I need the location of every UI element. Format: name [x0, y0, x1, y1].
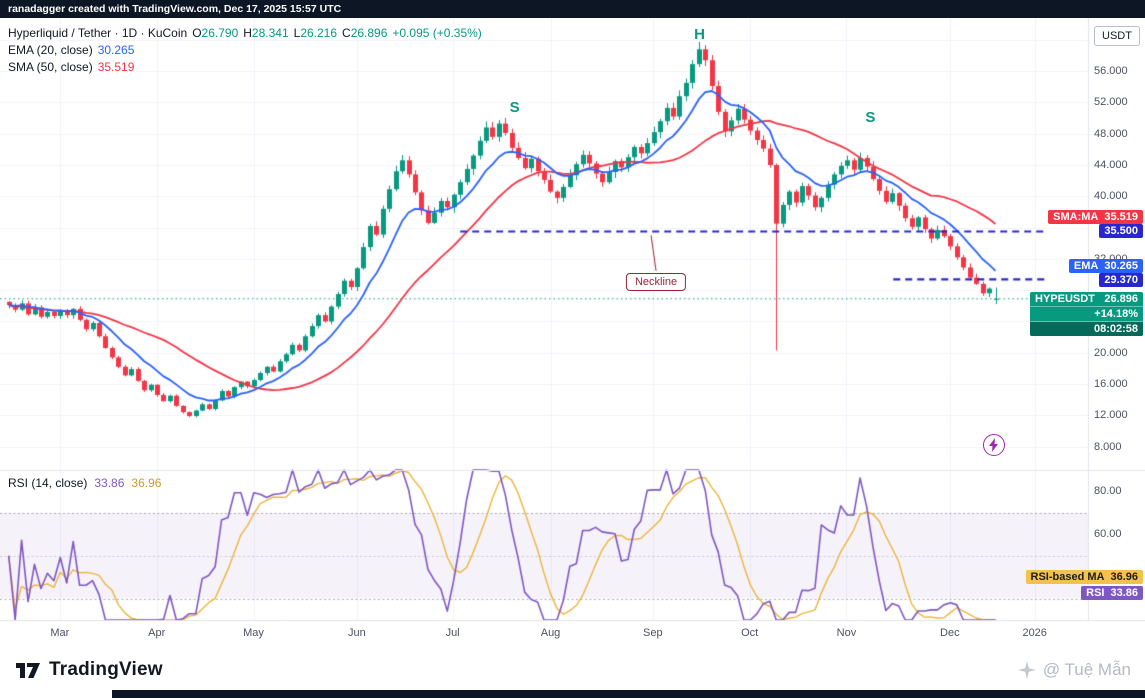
price-tick-label: 44.000 — [1094, 159, 1128, 172]
price-tick-label: 20.000 — [1094, 346, 1128, 359]
ema-legend-row[interactable]: EMA (20, close) 30.265 — [8, 42, 482, 57]
rsi-ma-badge: RSI-based MA 36.96 — [1025, 569, 1143, 584]
chart-legend: Hyperliquid / Tether · 1D · KuCoin O26.7… — [8, 25, 482, 76]
footer: TradingView @ Tuệ Mẫn — [0, 650, 1145, 690]
tradingview-logo-text: TradingView — [49, 659, 163, 680]
time-axis-label[interactable]: Jun — [347, 627, 366, 639]
ohlc-high: H28.341 — [243, 25, 289, 40]
time-axis-label[interactable]: Oct — [741, 627, 759, 639]
ohlc-open: O26.790 — [192, 25, 239, 40]
sma-label: SMA (50, close) — [8, 59, 93, 74]
lightning-icon — [983, 433, 1006, 456]
change-value: +0.095 (+0.35%) — [392, 25, 482, 40]
sma-legend-row[interactable]: SMA (50, close) 35.519 — [8, 59, 482, 74]
price-tick-label: 52.000 — [1094, 96, 1128, 109]
time-axis-label[interactable]: Mar — [50, 627, 70, 639]
symbol-price-row: HYPEUSDT 26.896 — [1030, 292, 1143, 307]
price-tick-label: 56.000 — [1094, 65, 1128, 78]
support-level-badge: 29.370 — [1099, 273, 1143, 288]
tradingview-logo-icon — [16, 663, 40, 678]
symbol-change-row: +14.18% — [1030, 307, 1143, 322]
price-tick-label: 8.000 — [1094, 440, 1122, 453]
bar-countdown: 08:02:58 — [1030, 321, 1143, 336]
time-axis-label[interactable]: Aug — [540, 627, 561, 639]
sma-value: 35.519 — [97, 59, 135, 74]
symbol-legend-row[interactable]: Hyperliquid / Tether · 1D · KuCoin O26.7… — [8, 25, 482, 40]
price-tick-label: 16.000 — [1094, 377, 1128, 390]
ohlc-low: L26.216 — [293, 25, 338, 40]
time-axis-label[interactable]: Sep — [643, 627, 663, 639]
chart-canvas[interactable] — [0, 18, 1145, 648]
symbol-price-badge: HYPEUSDT 26.896 +14.18% 08:02:58 — [1030, 291, 1143, 336]
right-shoulder-label: S — [865, 108, 876, 126]
rsi-value: 33.86 — [94, 476, 125, 490]
rsi-tick-label: 80.00 — [1094, 485, 1122, 498]
neckline-level-badge: 35.500 — [1099, 224, 1143, 239]
time-axis-label[interactable]: May — [243, 627, 264, 639]
time-axis-label[interactable]: Nov — [836, 627, 857, 639]
tradingview-logo[interactable]: TradingView — [14, 658, 163, 682]
left-shoulder-label: S — [509, 98, 520, 116]
price-axis-unit: USDT — [1094, 26, 1140, 46]
sparkle-icon — [1017, 661, 1036, 679]
price-tick-label: 48.000 — [1094, 127, 1128, 140]
attribution-bar: ranadagger created with TradingView.com,… — [0, 0, 1145, 18]
sma-price-badge: SMA:MA 35.519 — [1048, 210, 1143, 225]
head-label: H — [694, 25, 705, 43]
watermark-text: @ Tuệ Mẫn — [1042, 660, 1131, 679]
time-axis-label[interactable]: Dec — [940, 627, 960, 639]
time-axis-label[interactable]: Apr — [148, 627, 166, 639]
rsi-tick-label: 60.00 — [1094, 528, 1122, 541]
ema-label: EMA (20, close) — [8, 42, 93, 57]
symbol-title: Hyperliquid / Tether · 1D · KuCoin — [8, 25, 188, 40]
watermark: @ Tuệ Mẫn — [1017, 660, 1131, 680]
time-axis-label[interactable]: Jul — [445, 627, 460, 639]
rsi-label: RSI (14, close) — [8, 476, 88, 490]
rsi-legend[interactable]: RSI (14, close) 33.86 36.96 — [8, 476, 161, 490]
ohlc-close: C26.896 — [342, 25, 388, 40]
rsi-badge: RSI 33.86 — [1081, 586, 1143, 601]
rsi-ma-value: 36.96 — [131, 476, 162, 490]
ema-price-badge: EMA 30.265 — [1068, 259, 1143, 274]
attribution-text: ranadagger created with TradingView.com,… — [8, 3, 342, 15]
time-axis-label[interactable]: 2026 — [1022, 627, 1047, 639]
neckline-callout: Neckline — [625, 272, 687, 291]
ema-value: 30.265 — [97, 42, 135, 57]
price-tick-label: 40.000 — [1094, 190, 1128, 203]
price-tick-label: 12.000 — [1094, 409, 1128, 422]
bottom-strip — [112, 690, 1145, 698]
